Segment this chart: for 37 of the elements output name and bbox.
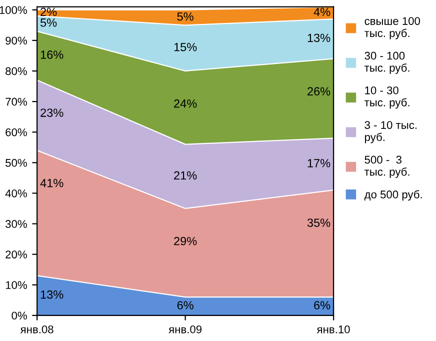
data-label: 23% <box>40 108 64 117</box>
data-label: 24% <box>174 99 197 108</box>
data-label: 6% <box>177 301 194 310</box>
y-tick-label: 30% <box>6 220 27 228</box>
data-label: 13% <box>40 290 64 299</box>
x-tick-label: янв.08 <box>20 325 54 334</box>
data-label: 6% <box>314 301 330 310</box>
legend-label: 500 - 3 тыс. руб. <box>364 156 410 178</box>
y-tick-label: 50% <box>6 158 27 167</box>
data-label: 16% <box>40 50 64 59</box>
y-tick-label: 40% <box>5 189 27 198</box>
legend-label: 10 - 30 тыс. руб. <box>364 86 410 109</box>
data-label: 4% <box>314 8 330 16</box>
data-label: 29% <box>174 236 197 246</box>
y-tick-label: 20% <box>6 250 27 258</box>
data-label: 5% <box>177 12 194 21</box>
legend-label: 3 - 10 тыс. руб. <box>364 121 416 144</box>
legend-label: свыше 100 тыс. руб. <box>364 17 420 40</box>
legend-label: 30 - 100 тыс. руб. <box>364 52 410 74</box>
y-tick-label: 60% <box>6 128 27 136</box>
x-tick-label: янв.10 <box>316 325 350 334</box>
legend-label: до 500 руб. <box>364 190 422 201</box>
data-label: 41% <box>40 178 64 188</box>
data-label: 15% <box>174 42 197 52</box>
data-label: 5% <box>40 18 57 27</box>
data-label: 35% <box>307 218 330 227</box>
data-label: 17% <box>308 159 330 168</box>
x-tick-label: янв.09 <box>168 325 202 334</box>
y-tick-label: 80% <box>6 67 27 76</box>
data-label: 21% <box>174 171 197 180</box>
y-tick-label: 10% <box>6 281 27 290</box>
data-label: 26% <box>308 87 330 96</box>
y-tick-label: 90% <box>6 36 27 45</box>
y-tick-label: 70% <box>6 98 27 106</box>
y-tick-label: 0% <box>12 312 27 320</box>
y-tick-label: 100% <box>0 6 27 14</box>
data-label: 13% <box>308 34 330 42</box>
